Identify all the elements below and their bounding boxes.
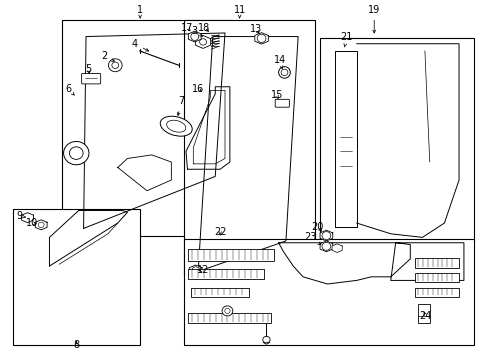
Text: 24: 24 <box>419 311 431 321</box>
Bar <box>188 314 271 323</box>
Bar <box>414 288 458 297</box>
FancyBboxPatch shape <box>81 73 101 84</box>
Polygon shape <box>254 33 268 44</box>
Ellipse shape <box>160 116 192 136</box>
Bar <box>320 39 473 241</box>
FancyBboxPatch shape <box>275 99 289 107</box>
Text: 18: 18 <box>198 23 210 33</box>
Text: 12: 12 <box>197 265 209 275</box>
Polygon shape <box>331 244 342 252</box>
Ellipse shape <box>222 306 232 316</box>
Ellipse shape <box>224 309 230 314</box>
Ellipse shape <box>38 222 44 228</box>
Text: 16: 16 <box>191 84 203 94</box>
Ellipse shape <box>69 147 83 159</box>
Bar <box>13 209 140 345</box>
Bar <box>188 269 264 279</box>
Ellipse shape <box>322 231 330 239</box>
Ellipse shape <box>262 336 269 343</box>
Bar <box>417 304 429 323</box>
Text: 13: 13 <box>249 24 262 35</box>
Text: 20: 20 <box>311 222 323 231</box>
Ellipse shape <box>257 34 265 42</box>
Ellipse shape <box>199 39 206 45</box>
Text: 15: 15 <box>270 90 282 100</box>
Text: 23: 23 <box>304 232 320 245</box>
Text: 11: 11 <box>233 5 245 18</box>
Text: 5: 5 <box>85 64 91 74</box>
Bar <box>183 21 315 275</box>
Text: 2: 2 <box>101 51 114 61</box>
Ellipse shape <box>281 69 287 76</box>
Ellipse shape <box>112 62 119 68</box>
Text: 1: 1 <box>137 5 143 18</box>
Text: 22: 22 <box>213 227 226 237</box>
Ellipse shape <box>190 33 198 41</box>
Polygon shape <box>320 241 332 252</box>
Bar <box>61 21 232 235</box>
Text: 9: 9 <box>16 211 25 221</box>
Text: 3: 3 <box>191 26 202 36</box>
Text: 10: 10 <box>26 218 39 228</box>
Polygon shape <box>35 220 47 230</box>
Ellipse shape <box>108 59 122 72</box>
Bar <box>414 258 458 268</box>
Ellipse shape <box>278 67 290 78</box>
Text: 4: 4 <box>131 39 148 51</box>
Polygon shape <box>188 31 201 42</box>
Text: 19: 19 <box>367 5 380 33</box>
Ellipse shape <box>191 267 199 274</box>
Polygon shape <box>195 36 210 48</box>
Bar <box>183 239 473 345</box>
Polygon shape <box>21 213 33 223</box>
Bar <box>190 288 249 297</box>
Text: 17: 17 <box>181 23 193 33</box>
Text: 21: 21 <box>340 32 352 47</box>
Polygon shape <box>189 265 202 276</box>
Text: 7: 7 <box>177 96 184 116</box>
Text: 14: 14 <box>273 54 285 69</box>
Ellipse shape <box>322 242 330 250</box>
Bar <box>188 249 273 261</box>
Bar <box>414 273 458 282</box>
Ellipse shape <box>166 120 185 132</box>
Text: 8: 8 <box>73 340 79 350</box>
Ellipse shape <box>63 141 89 165</box>
Text: 6: 6 <box>65 84 74 95</box>
Polygon shape <box>320 230 332 241</box>
